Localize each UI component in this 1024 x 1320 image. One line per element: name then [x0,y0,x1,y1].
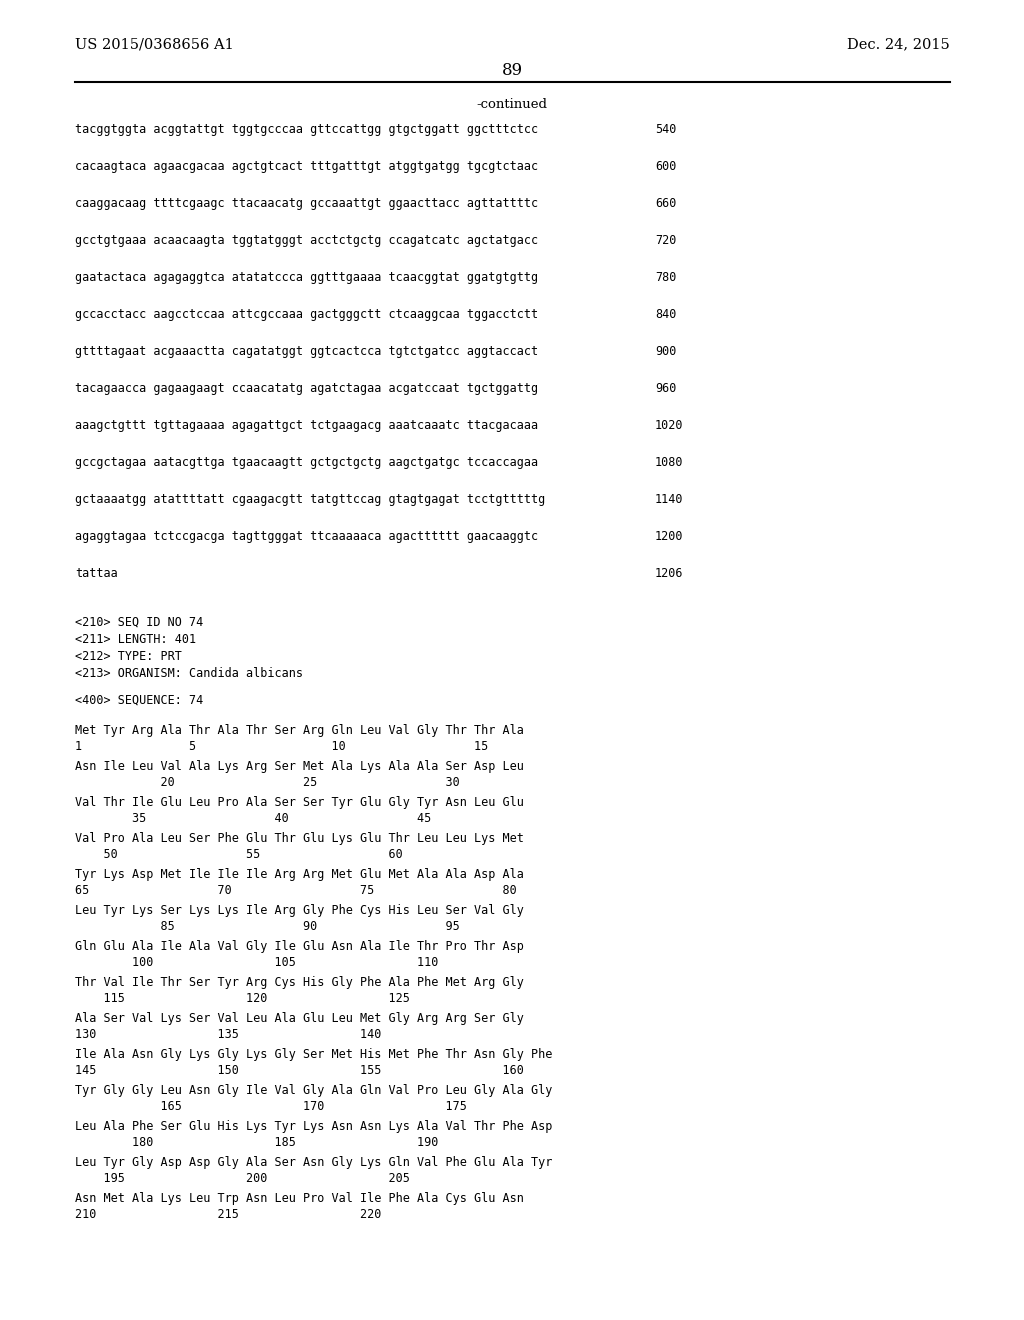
Text: Asn Ile Leu Val Ala Lys Arg Ser Met Ala Lys Ala Ala Ser Asp Leu: Asn Ile Leu Val Ala Lys Arg Ser Met Ala … [75,760,524,774]
Text: 780: 780 [655,271,677,284]
Text: gccgctagaa aatacgttga tgaacaagtt gctgctgctg aagctgatgc tccaccagaa: gccgctagaa aatacgttga tgaacaagtt gctgctg… [75,455,539,469]
Text: 960: 960 [655,381,677,395]
Text: Gln Glu Ala Ile Ala Val Gly Ile Glu Asn Ala Ile Thr Pro Thr Asp: Gln Glu Ala Ile Ala Val Gly Ile Glu Asn … [75,940,524,953]
Text: 20                  25                  30: 20 25 30 [75,776,460,789]
Text: 130                 135                 140: 130 135 140 [75,1028,381,1041]
Text: Ala Ser Val Lys Ser Val Leu Ala Glu Leu Met Gly Arg Arg Ser Gly: Ala Ser Val Lys Ser Val Leu Ala Glu Leu … [75,1012,524,1026]
Text: 540: 540 [655,123,677,136]
Text: Val Thr Ile Glu Leu Pro Ala Ser Ser Tyr Glu Gly Tyr Asn Leu Glu: Val Thr Ile Glu Leu Pro Ala Ser Ser Tyr … [75,796,524,809]
Text: <210> SEQ ID NO 74: <210> SEQ ID NO 74 [75,616,203,630]
Text: gttttagaat acgaaactta cagatatggt ggtcactcca tgtctgatcc aggtaccact: gttttagaat acgaaactta cagatatggt ggtcact… [75,345,539,358]
Text: 720: 720 [655,234,677,247]
Text: gctaaaatgg atattttatt cgaagacgtt tatgttccag gtagtgagat tcctgtttttg: gctaaaatgg atattttatt cgaagacgtt tatgttc… [75,492,545,506]
Text: Asn Met Ala Lys Leu Trp Asn Leu Pro Val Ile Phe Ala Cys Glu Asn: Asn Met Ala Lys Leu Trp Asn Leu Pro Val … [75,1192,524,1205]
Text: 210                 215                 220: 210 215 220 [75,1208,381,1221]
Text: US 2015/0368656 A1: US 2015/0368656 A1 [75,37,233,51]
Text: 65                  70                  75                  80: 65 70 75 80 [75,884,517,898]
Text: gcctgtgaaa acaacaagta tggtatgggt acctctgctg ccagatcatc agctatgacc: gcctgtgaaa acaacaagta tggtatgggt acctctg… [75,234,539,247]
Text: <212> TYPE: PRT: <212> TYPE: PRT [75,649,182,663]
Text: 1200: 1200 [655,531,683,543]
Text: 1               5                   10                  15: 1 5 10 15 [75,741,488,752]
Text: 660: 660 [655,197,677,210]
Text: 85                  90                  95: 85 90 95 [75,920,460,933]
Text: Ile Ala Asn Gly Lys Gly Lys Gly Ser Met His Met Phe Thr Asn Gly Phe: Ile Ala Asn Gly Lys Gly Lys Gly Ser Met … [75,1048,552,1061]
Text: 1020: 1020 [655,418,683,432]
Text: cacaagtaca agaacgacaa agctgtcact tttgatttgt atggtgatgg tgcgtctaac: cacaagtaca agaacgacaa agctgtcact tttgatt… [75,160,539,173]
Text: 165                 170                 175: 165 170 175 [75,1100,467,1113]
Text: gaatactaca agagaggtca atatatccca ggtttgaaaa tcaacggtat ggatgtgttg: gaatactaca agagaggtca atatatccca ggtttga… [75,271,539,284]
Text: 1080: 1080 [655,455,683,469]
Text: Leu Tyr Lys Ser Lys Lys Ile Arg Gly Phe Cys His Leu Ser Val Gly: Leu Tyr Lys Ser Lys Lys Ile Arg Gly Phe … [75,904,524,917]
Text: aaagctgttt tgttagaaaa agagattgct tctgaagacg aaatcaaatc ttacgacaaa: aaagctgttt tgttagaaaa agagattgct tctgaag… [75,418,539,432]
Text: Thr Val Ile Thr Ser Tyr Arg Cys His Gly Phe Ala Phe Met Arg Gly: Thr Val Ile Thr Ser Tyr Arg Cys His Gly … [75,975,524,989]
Text: caaggacaag ttttcgaagc ttacaacatg gccaaattgt ggaacttacc agttattttc: caaggacaag ttttcgaagc ttacaacatg gccaaat… [75,197,539,210]
Text: 600: 600 [655,160,677,173]
Text: 89: 89 [502,62,522,79]
Text: <213> ORGANISM: Candida albicans: <213> ORGANISM: Candida albicans [75,667,303,680]
Text: 195                 200                 205: 195 200 205 [75,1172,410,1185]
Text: Met Tyr Arg Ala Thr Ala Thr Ser Arg Gln Leu Val Gly Thr Thr Ala: Met Tyr Arg Ala Thr Ala Thr Ser Arg Gln … [75,723,524,737]
Text: <211> LENGTH: 401: <211> LENGTH: 401 [75,634,197,645]
Text: 145                 150                 155                 160: 145 150 155 160 [75,1064,524,1077]
Text: tacggtggta acggtattgt tggtgcccaa gttccattgg gtgctggatt ggctttctcc: tacggtggta acggtattgt tggtgcccaa gttccat… [75,123,539,136]
Text: 50                  55                  60: 50 55 60 [75,847,402,861]
Text: 35                  40                  45: 35 40 45 [75,812,431,825]
Text: Tyr Gly Gly Leu Asn Gly Ile Val Gly Ala Gln Val Pro Leu Gly Ala Gly: Tyr Gly Gly Leu Asn Gly Ile Val Gly Ala … [75,1084,552,1097]
Text: 900: 900 [655,345,677,358]
Text: Leu Ala Phe Ser Glu His Lys Tyr Lys Asn Asn Lys Ala Val Thr Phe Asp: Leu Ala Phe Ser Glu His Lys Tyr Lys Asn … [75,1119,552,1133]
Text: 1140: 1140 [655,492,683,506]
Text: gccacctacc aagcctccaa attcgccaaa gactgggctt ctcaaggcaa tggacctctt: gccacctacc aagcctccaa attcgccaaa gactggg… [75,308,539,321]
Text: agaggtagaa tctccgacga tagttgggat ttcaaaaaca agactttttt gaacaaggtc: agaggtagaa tctccgacga tagttgggat ttcaaaa… [75,531,539,543]
Text: Dec. 24, 2015: Dec. 24, 2015 [847,37,950,51]
Text: <400> SEQUENCE: 74: <400> SEQUENCE: 74 [75,694,203,708]
Text: 1206: 1206 [655,568,683,579]
Text: 100                 105                 110: 100 105 110 [75,956,438,969]
Text: Val Pro Ala Leu Ser Phe Glu Thr Glu Lys Glu Thr Leu Leu Lys Met: Val Pro Ala Leu Ser Phe Glu Thr Glu Lys … [75,832,524,845]
Text: tacagaacca gagaagaagt ccaacatatg agatctagaa acgatccaat tgctggattg: tacagaacca gagaagaagt ccaacatatg agatcta… [75,381,539,395]
Text: tattaa: tattaa [75,568,118,579]
Text: 840: 840 [655,308,677,321]
Text: -continued: -continued [476,98,548,111]
Text: Leu Tyr Gly Asp Asp Gly Ala Ser Asn Gly Lys Gln Val Phe Glu Ala Tyr: Leu Tyr Gly Asp Asp Gly Ala Ser Asn Gly … [75,1156,552,1170]
Text: 180                 185                 190: 180 185 190 [75,1137,438,1148]
Text: Tyr Lys Asp Met Ile Ile Ile Arg Arg Met Glu Met Ala Ala Asp Ala: Tyr Lys Asp Met Ile Ile Ile Arg Arg Met … [75,869,524,880]
Text: 115                 120                 125: 115 120 125 [75,993,410,1005]
